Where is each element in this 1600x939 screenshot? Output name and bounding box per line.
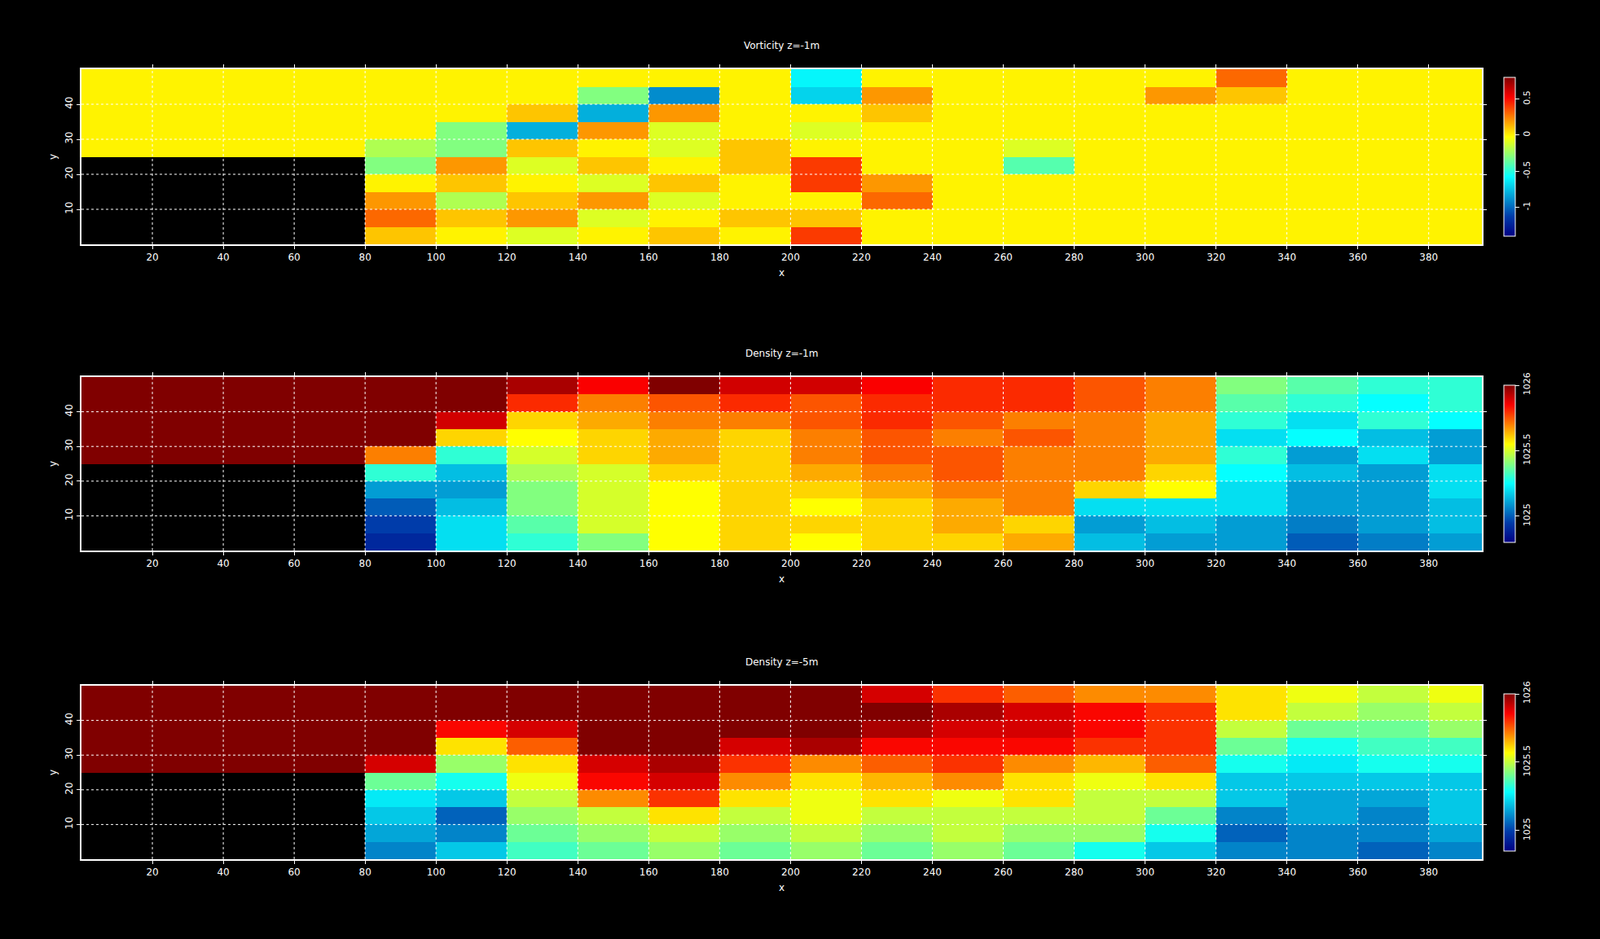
svg-text:100: 100 — [426, 558, 446, 570]
svg-text:1025: 1025 — [1521, 503, 1533, 527]
svg-text:240: 240 — [923, 251, 942, 264]
svg-text:120: 120 — [497, 251, 517, 264]
svg-text:y: y — [47, 461, 59, 467]
svg-text:360: 360 — [1348, 251, 1368, 264]
svg-text:120: 120 — [497, 558, 517, 570]
svg-text:280: 280 — [1064, 558, 1084, 570]
svg-text:120: 120 — [497, 866, 517, 879]
svg-text:0.5: 0.5 — [1521, 90, 1533, 106]
svg-text:60: 60 — [287, 251, 300, 264]
svg-text:10: 10 — [63, 817, 75, 830]
svg-text:140: 140 — [568, 558, 588, 570]
svg-text:-1: -1 — [1521, 201, 1533, 211]
svg-text:20: 20 — [63, 473, 75, 486]
svg-text:180: 180 — [710, 558, 730, 570]
svg-text:140: 140 — [568, 251, 588, 264]
svg-text:320: 320 — [1206, 866, 1226, 879]
svg-text:360: 360 — [1348, 558, 1368, 570]
svg-text:40: 40 — [63, 404, 75, 417]
svg-text:x: x — [778, 267, 785, 279]
svg-text:20: 20 — [63, 782, 75, 795]
svg-text:220: 220 — [852, 251, 871, 264]
svg-text:0: 0 — [1521, 131, 1533, 137]
svg-text:180: 180 — [710, 866, 730, 879]
svg-text:320: 320 — [1206, 251, 1226, 264]
svg-text:60: 60 — [287, 866, 300, 879]
svg-text:20: 20 — [63, 167, 75, 180]
svg-text:1026: 1026 — [1521, 372, 1533, 396]
svg-text:300: 300 — [1135, 866, 1155, 879]
svg-text:x: x — [778, 882, 785, 894]
svg-text:220: 220 — [852, 866, 871, 879]
svg-text:80: 80 — [359, 866, 372, 879]
svg-text:140: 140 — [568, 866, 588, 879]
svg-text:40: 40 — [216, 251, 229, 264]
svg-text:360: 360 — [1348, 866, 1368, 879]
svg-text:380: 380 — [1419, 558, 1438, 570]
svg-text:40: 40 — [216, 558, 229, 570]
svg-text:160: 160 — [639, 558, 659, 570]
svg-text:340: 340 — [1277, 866, 1297, 879]
svg-text:280: 280 — [1064, 251, 1084, 264]
svg-text:-0.5: -0.5 — [1521, 161, 1533, 179]
svg-text:260: 260 — [993, 558, 1013, 570]
svg-text:30: 30 — [63, 439, 75, 452]
svg-text:200: 200 — [781, 558, 800, 570]
svg-text:80: 80 — [359, 251, 372, 264]
svg-text:10: 10 — [63, 202, 75, 215]
svg-text:200: 200 — [781, 251, 800, 264]
svg-text:380: 380 — [1419, 866, 1438, 879]
svg-text:1025: 1025 — [1521, 817, 1533, 841]
svg-text:340: 340 — [1277, 251, 1297, 264]
svg-text:40: 40 — [63, 712, 75, 726]
svg-text:y: y — [47, 769, 59, 776]
svg-text:100: 100 — [426, 866, 446, 879]
svg-text:260: 260 — [993, 866, 1013, 879]
svg-text:1026: 1026 — [1521, 681, 1533, 704]
svg-text:180: 180 — [710, 251, 730, 264]
svg-text:Density z=-1m: Density z=-1m — [745, 347, 818, 360]
svg-text:300: 300 — [1135, 558, 1155, 570]
svg-text:Vorticity z=-1m: Vorticity z=-1m — [743, 39, 820, 52]
svg-text:Density z=-5m: Density z=-5m — [745, 656, 818, 669]
svg-text:220: 220 — [852, 558, 871, 570]
svg-text:300: 300 — [1135, 251, 1155, 264]
svg-text:160: 160 — [639, 251, 659, 264]
svg-text:100: 100 — [426, 251, 446, 264]
svg-text:320: 320 — [1206, 558, 1226, 570]
svg-text:20: 20 — [145, 251, 159, 264]
svg-text:240: 240 — [923, 558, 942, 570]
svg-text:380: 380 — [1419, 251, 1438, 264]
svg-text:30: 30 — [63, 747, 75, 761]
svg-text:1025.5: 1025.5 — [1521, 434, 1533, 466]
svg-text:80: 80 — [359, 558, 372, 570]
svg-text:200: 200 — [781, 866, 800, 879]
svg-text:40: 40 — [216, 866, 229, 879]
svg-text:10: 10 — [63, 508, 75, 521]
svg-text:y: y — [47, 153, 59, 160]
svg-text:280: 280 — [1064, 866, 1084, 879]
svg-text:x: x — [778, 573, 785, 585]
svg-text:240: 240 — [923, 866, 942, 879]
svg-text:40: 40 — [63, 96, 75, 110]
svg-text:1025.5: 1025.5 — [1521, 745, 1533, 778]
svg-text:30: 30 — [63, 131, 75, 145]
svg-text:60: 60 — [287, 558, 300, 570]
svg-text:20: 20 — [145, 558, 159, 570]
svg-text:160: 160 — [639, 866, 659, 879]
svg-text:260: 260 — [993, 251, 1013, 264]
svg-text:340: 340 — [1277, 558, 1297, 570]
svg-text:20: 20 — [145, 866, 159, 879]
